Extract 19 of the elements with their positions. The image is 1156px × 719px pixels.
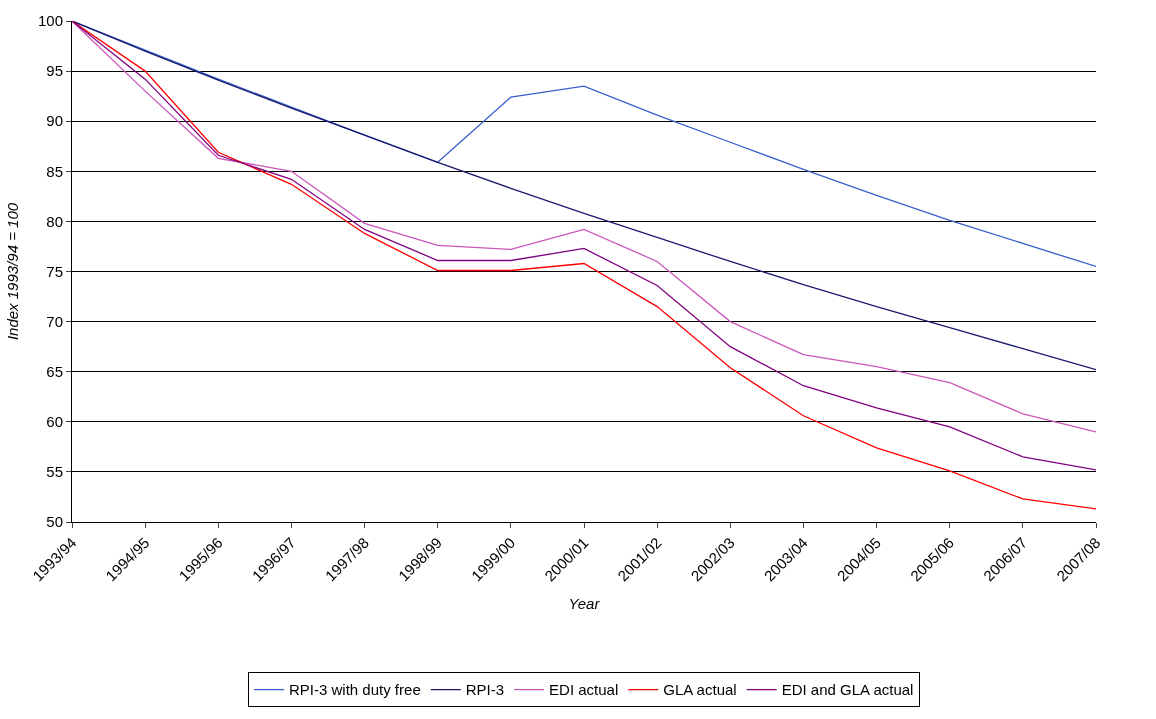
line-series [72,21,1096,371]
y-tick-label: 75 [46,262,63,280]
legend-label: EDI and GLA actual [781,681,914,699]
y-tick-label: 90 [46,112,63,130]
y-tick-label: 100 [37,12,63,30]
legend-label: RPI-3 [465,681,505,699]
y-tick-label: 85 [46,162,63,180]
y-tick-label: 50 [46,513,63,531]
legend-label: EDI actual [549,681,619,699]
y-axis-title: Index 1993/94 = 100 [4,202,22,341]
legend-label: GLA actual [663,681,737,699]
legend-label: RPI-3 with duty free [289,681,421,699]
y-tick-label: 80 [46,212,63,230]
y-tick-label: 65 [46,362,63,380]
x-axis-title: Year [568,595,601,613]
y-tick-label: 60 [46,413,63,431]
y-tick-label: 55 [46,463,63,481]
y-tick-label: 70 [46,312,63,330]
y-tick-label: 95 [46,62,63,80]
